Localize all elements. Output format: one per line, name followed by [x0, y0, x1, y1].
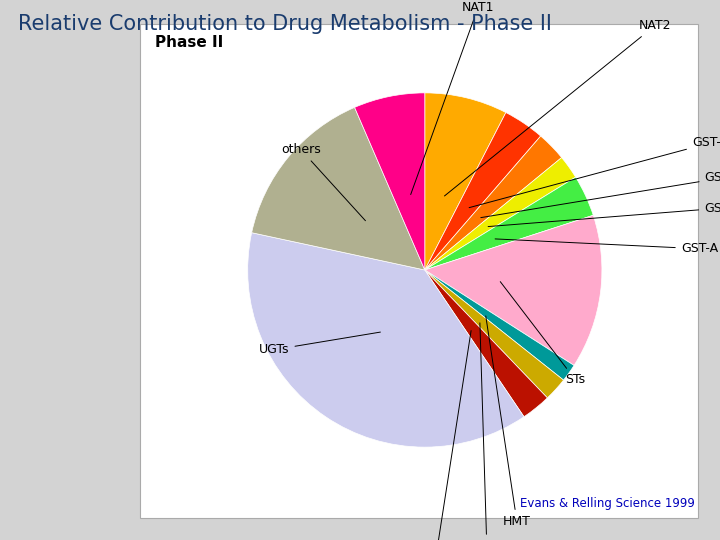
Text: others: others: [281, 143, 366, 221]
Wedge shape: [425, 112, 541, 270]
Wedge shape: [425, 270, 564, 398]
Wedge shape: [248, 233, 524, 447]
Wedge shape: [354, 93, 425, 270]
Wedge shape: [425, 270, 574, 380]
Text: STs: STs: [500, 282, 585, 386]
Wedge shape: [425, 93, 506, 270]
Text: GST-A: GST-A: [495, 239, 718, 255]
Text: NAT1: NAT1: [410, 2, 494, 194]
Text: Relative Contribution to Drug Metabolism - Phase II: Relative Contribution to Drug Metabolism…: [18, 14, 552, 33]
Text: HMT: HMT: [486, 316, 531, 528]
Text: UGTs: UGTs: [259, 332, 380, 356]
Wedge shape: [425, 158, 575, 270]
Wedge shape: [425, 215, 602, 366]
Text: GST-P: GST-P: [488, 201, 720, 227]
Text: COMT: COMT: [468, 323, 505, 540]
Wedge shape: [425, 177, 593, 270]
Wedge shape: [425, 136, 562, 270]
Text: Evans & Relling Science 1999: Evans & Relling Science 1999: [520, 497, 695, 510]
Text: Phase II: Phase II: [155, 35, 223, 50]
Wedge shape: [252, 107, 425, 270]
Text: NAT2: NAT2: [444, 19, 671, 196]
Text: GST-M: GST-M: [469, 136, 720, 208]
Wedge shape: [425, 270, 547, 417]
Text: TPMT: TPMT: [417, 330, 471, 540]
Text: GST-T: GST-T: [481, 171, 720, 218]
